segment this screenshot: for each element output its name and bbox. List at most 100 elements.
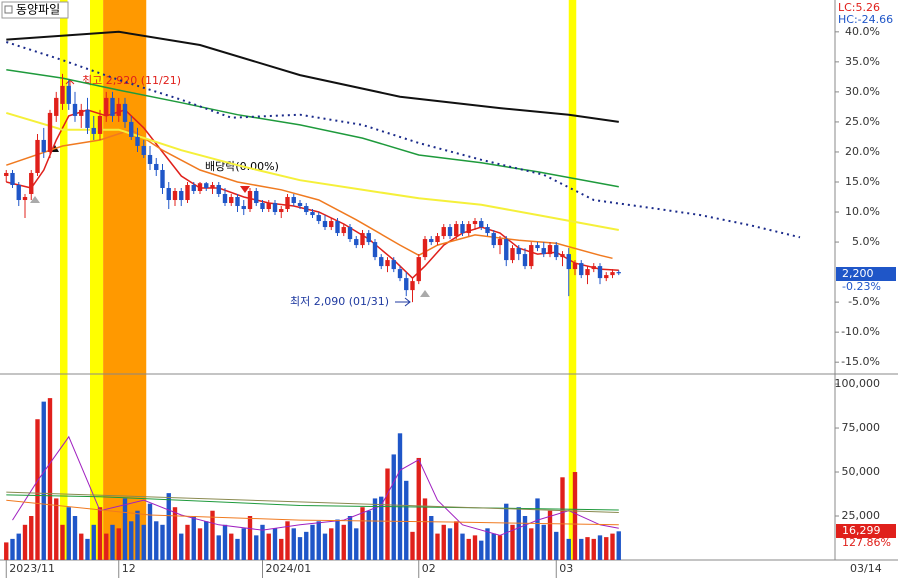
candle-body [154, 163, 159, 170]
volume-bar [116, 528, 121, 560]
volume-bar [491, 533, 496, 560]
volume-bar [347, 516, 353, 560]
candle-body [222, 194, 228, 204]
candle-body [585, 269, 590, 276]
candle-body [235, 197, 240, 207]
price-change: -0.23% [842, 280, 881, 293]
volume-bar [435, 533, 440, 560]
volume-bar [504, 503, 509, 560]
date-end: 03/14 [850, 562, 882, 575]
volume-bar [197, 528, 203, 560]
candle-body [597, 266, 603, 279]
moving-average [6, 491, 619, 513]
x-tick-label: 2023/11 [9, 562, 55, 575]
candle-body [485, 227, 490, 234]
moving-average [6, 68, 619, 188]
candle-body [66, 85, 71, 104]
candle-body [360, 233, 365, 246]
candle-body [141, 145, 146, 155]
volume-bar [516, 507, 521, 560]
volume-bar [154, 521, 159, 560]
candle-body [466, 224, 471, 234]
volume-bar [479, 540, 484, 560]
signal-arrow [420, 290, 430, 297]
candle-body [516, 248, 521, 255]
volume-bar [91, 524, 96, 560]
highlight-band [103, 0, 147, 560]
volume-bar [447, 528, 453, 560]
candle-body [197, 183, 203, 192]
candle-body [291, 197, 296, 204]
candle-body [254, 191, 259, 204]
volume-bar [485, 528, 490, 560]
candle-body [529, 245, 534, 267]
candle-body [135, 136, 140, 146]
volume-bar [341, 524, 346, 560]
volume-bar [22, 524, 28, 560]
candle-body [79, 109, 84, 116]
volume-bar [216, 535, 221, 560]
signal-arrow [30, 196, 40, 203]
volume-bar [310, 524, 315, 560]
volume-bar [122, 498, 128, 560]
volume-bar [522, 516, 528, 560]
volume-bar [85, 538, 90, 560]
y-tick-label: 40.0% [845, 25, 880, 38]
annotation-low: 최저 2,090 (01/31) [290, 295, 389, 308]
y-tick-label: -5.0% [848, 295, 880, 308]
volume-box [836, 524, 896, 538]
candle-body [229, 197, 234, 204]
volume-bar [35, 419, 40, 560]
volume-bar [166, 493, 171, 560]
volume-bar [510, 524, 515, 560]
x-tick-label: 03 [559, 562, 573, 575]
candle-body [160, 169, 165, 189]
volume-bar [79, 533, 84, 560]
volume-bar [129, 521, 134, 560]
volume-bar [160, 524, 165, 560]
moving-average [6, 30, 619, 123]
title-box [1, 1, 69, 19]
candle-body [210, 184, 215, 189]
x-tick-label: 02 [422, 562, 436, 575]
candle-body [391, 260, 396, 270]
candle-body [610, 272, 615, 276]
volume-bar [110, 524, 115, 560]
chart-title: 동양파일 [16, 3, 60, 17]
candle-body [479, 221, 484, 228]
candle-body [204, 183, 209, 189]
candle-body [35, 139, 40, 173]
candle-body [110, 97, 115, 116]
volume-bar [460, 533, 465, 560]
volume-bar [104, 533, 109, 560]
candle-body [29, 172, 34, 195]
volume-bar [272, 528, 278, 560]
candle-body [341, 227, 346, 234]
candle-body [72, 103, 78, 116]
volume-bar [210, 510, 215, 560]
candle-body [385, 260, 390, 267]
candle-body [322, 221, 328, 228]
volume-box-label: 16,299 [842, 524, 881, 537]
candle-body [472, 221, 478, 225]
candle-body [116, 103, 121, 116]
volume-bar [60, 524, 65, 560]
candle-body [104, 97, 109, 116]
volume-bar [304, 531, 309, 560]
volume-bar [147, 503, 153, 560]
candle-body [535, 245, 540, 249]
candle-body [541, 248, 546, 255]
volume-bar [597, 535, 603, 560]
volume-bar [141, 524, 146, 560]
candle-body [604, 275, 609, 279]
volume-bar [285, 521, 290, 560]
y-tick-label: -10.0% [841, 325, 880, 338]
candle-body [10, 172, 15, 185]
candle-body [591, 266, 596, 270]
volume-tick-label: 25,000 [842, 509, 881, 522]
candle-body [366, 233, 371, 243]
candle-body [285, 197, 290, 210]
volume-bar [554, 531, 559, 560]
y-tick-label: 25.0% [845, 115, 880, 128]
